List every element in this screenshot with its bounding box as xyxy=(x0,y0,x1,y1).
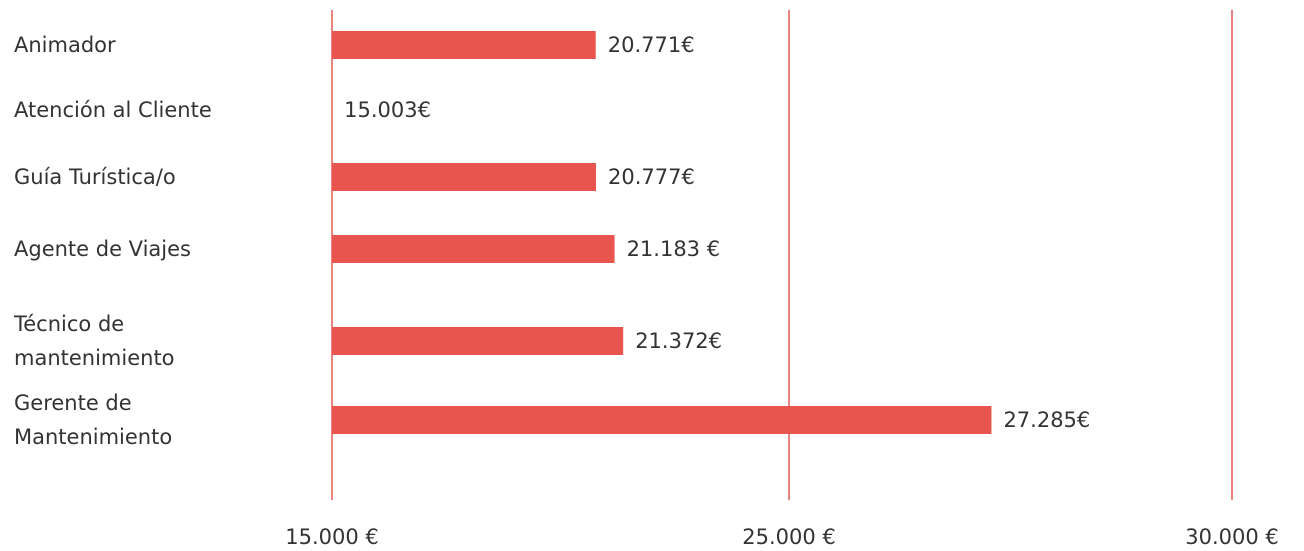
value-label: 20.777€ xyxy=(608,165,695,189)
bar xyxy=(332,327,624,355)
x-tick-label: 30.000 € xyxy=(1185,525,1279,549)
value-label: 21.183 € xyxy=(627,237,721,261)
bar xyxy=(332,31,596,59)
category-label: Guía Turística/o xyxy=(14,165,176,189)
category-label: Agente de Viajes xyxy=(14,237,191,261)
category-label: Atención al Cliente xyxy=(14,98,212,122)
bar xyxy=(332,406,992,434)
value-label: 27.285€ xyxy=(1003,408,1090,432)
category-label: Animador xyxy=(14,33,116,57)
category-label: Técnico de mantenimiento xyxy=(14,312,175,370)
category-label: Gerente de Mantenimiento xyxy=(14,391,173,449)
bar xyxy=(332,163,597,191)
value-label: 20.771€ xyxy=(608,33,695,57)
x-tick-label: 25.000 € xyxy=(742,525,836,549)
x-tick-label: 15.000 € xyxy=(285,525,379,549)
value-label: 21.372€ xyxy=(635,329,722,353)
bar xyxy=(332,235,615,263)
value-label: 15.003€ xyxy=(344,98,431,122)
